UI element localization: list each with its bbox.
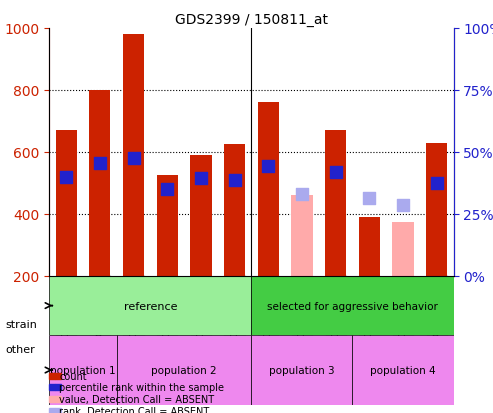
Point [264,163,272,170]
FancyBboxPatch shape [49,335,117,405]
Point [365,196,373,202]
Text: population 1: population 1 [50,365,116,375]
Bar [157,176,178,276]
Bar [359,217,380,276]
Text: population 3: population 3 [269,365,335,375]
Text: count: count [59,371,87,381]
FancyBboxPatch shape [49,276,251,335]
FancyBboxPatch shape [251,276,454,335]
Point [130,155,138,162]
Point [163,186,171,193]
FancyBboxPatch shape [117,335,251,405]
FancyBboxPatch shape [352,335,454,405]
Bar [190,156,211,276]
Text: population 4: population 4 [370,365,436,375]
Text: reference: reference [124,301,177,311]
Point [62,174,70,180]
Point [298,191,306,197]
Text: selected for aggressive behavior: selected for aggressive behavior [267,301,438,311]
Bar [89,91,110,276]
Bar [392,222,414,276]
Text: population 2: population 2 [151,365,217,375]
Bar [426,143,447,276]
Text: rank, Detection Call = ABSENT: rank, Detection Call = ABSENT [59,406,210,413]
Text: other: other [5,344,35,354]
Bar [224,145,245,276]
Bar [291,196,313,276]
Point [433,180,441,187]
Text: strain: strain [5,319,37,329]
Text: percentile rank within the sample: percentile rank within the sample [59,382,224,392]
Point [96,160,104,167]
Bar [56,131,77,276]
Point [197,176,205,182]
Point [231,177,239,184]
Text: value, Detection Call = ABSENT: value, Detection Call = ABSENT [59,394,214,404]
Point [332,169,340,176]
FancyBboxPatch shape [251,335,352,405]
Bar [258,103,279,276]
Title: GDS2399 / 150811_at: GDS2399 / 150811_at [175,12,328,26]
Bar [123,35,144,276]
Bar [325,131,346,276]
Point [399,202,407,209]
